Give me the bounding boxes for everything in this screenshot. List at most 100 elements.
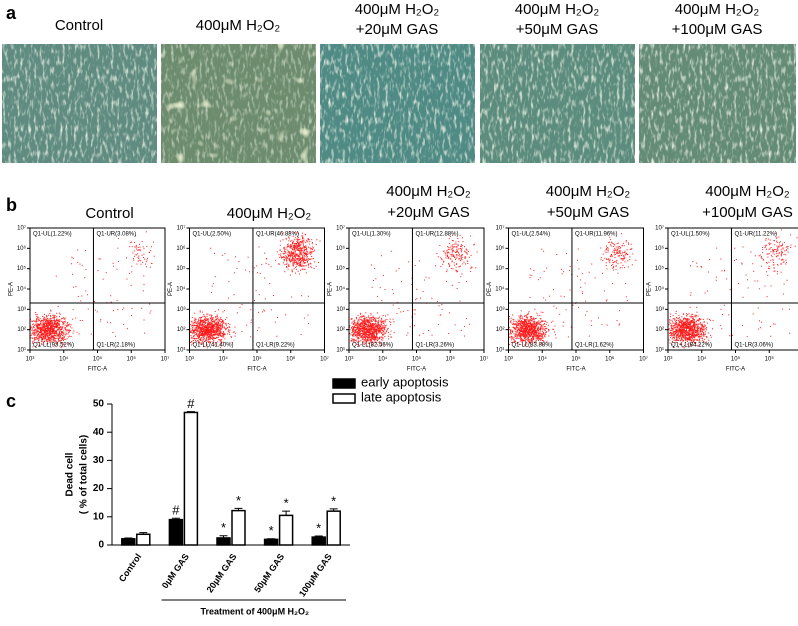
- event-dot: [277, 251, 278, 252]
- event-dot: [143, 284, 144, 285]
- event-dot: [357, 325, 358, 326]
- event-dot: [34, 338, 35, 339]
- event-dot: [374, 268, 375, 269]
- event-dot: [535, 318, 536, 319]
- event-dot: [543, 334, 544, 335]
- event-dot: [117, 300, 118, 301]
- event-dot: [290, 261, 291, 262]
- event-dot: [71, 336, 72, 337]
- event-dot: [382, 325, 383, 326]
- event-dot: [357, 334, 358, 335]
- y-axis-label: PE-A: [487, 282, 493, 296]
- event-dot: [41, 325, 42, 326]
- event-dot: [61, 318, 62, 319]
- event-dot: [32, 328, 33, 329]
- event-dot: [602, 273, 603, 274]
- event-dot: [53, 331, 54, 332]
- event-dot: [141, 308, 142, 309]
- event-dot: [308, 264, 309, 265]
- event-dot: [390, 337, 391, 338]
- event-dot: [41, 334, 42, 335]
- event-dot: [215, 330, 216, 331]
- event-dot: [522, 327, 523, 328]
- event-dot: [61, 331, 62, 332]
- event-dot: [42, 341, 43, 342]
- event-dot: [448, 247, 449, 248]
- event-dot: [531, 325, 532, 326]
- event-dot: [214, 328, 215, 329]
- event-dot: [38, 328, 39, 329]
- event-dot: [66, 326, 67, 327]
- event-dot: [207, 335, 208, 336]
- event-dot: [453, 256, 454, 257]
- event-dot: [46, 324, 47, 325]
- event-dot: [361, 317, 362, 318]
- event-dot: [41, 332, 42, 333]
- event-dot: [192, 330, 193, 331]
- event-dot: [542, 331, 543, 332]
- event-dot: [534, 336, 535, 337]
- event-dot: [53, 323, 54, 324]
- event-dot: [379, 338, 380, 339]
- plot-title: +100μM GAS: [702, 204, 793, 221]
- event-dot: [86, 269, 87, 270]
- event-dot: [33, 320, 34, 321]
- event-dot: [371, 336, 372, 337]
- event-dot: [297, 256, 298, 257]
- event-dot: [398, 308, 399, 309]
- event-dot: [380, 331, 381, 332]
- event-dot: [368, 324, 369, 325]
- event-dot: [251, 322, 252, 323]
- event-dot: [356, 340, 357, 341]
- event-dot: [215, 317, 216, 318]
- event-dot: [626, 240, 627, 241]
- event-dot: [528, 333, 529, 334]
- event-dot: [383, 323, 384, 324]
- event-dot: [42, 316, 43, 317]
- event-dot: [554, 326, 555, 327]
- event-dot: [460, 256, 461, 257]
- event-dot: [461, 250, 462, 251]
- event-dot: [522, 316, 523, 317]
- event-dot: [33, 327, 34, 328]
- event-dot: [454, 244, 455, 245]
- event-dot: [461, 258, 462, 259]
- event-dot: [542, 321, 543, 322]
- event-dot: [143, 290, 144, 291]
- event-dot: [521, 315, 522, 316]
- event-dot: [45, 319, 46, 320]
- event-dot: [238, 261, 239, 262]
- event-dot: [564, 296, 565, 297]
- event-dot: [452, 268, 453, 269]
- event-dot: [113, 310, 114, 311]
- event-dot: [208, 327, 209, 328]
- event-dot: [208, 335, 209, 336]
- event-dot: [462, 245, 463, 246]
- event-dot: [302, 269, 303, 270]
- event-dot: [524, 329, 525, 330]
- plot-title: 400μM H₂O₂: [546, 183, 631, 200]
- event-dot: [606, 249, 607, 250]
- event-dot: [391, 251, 392, 252]
- event-dot: [358, 329, 359, 330]
- event-dot: [629, 256, 630, 257]
- event-dot: [360, 324, 361, 325]
- event-dot: [414, 313, 415, 314]
- event-dot: [151, 246, 152, 247]
- event-dot: [295, 252, 296, 253]
- event-dot: [211, 315, 212, 316]
- event-dot: [521, 325, 522, 326]
- event-dot: [383, 327, 384, 328]
- event-dot: [378, 328, 379, 329]
- event-dot: [306, 240, 307, 241]
- event-dot: [449, 243, 450, 244]
- event-dot: [298, 265, 299, 266]
- event-dot: [513, 323, 514, 324]
- event-dot: [210, 322, 211, 323]
- event-dot: [615, 250, 616, 251]
- event-dot: [203, 314, 204, 315]
- event-dot: [77, 262, 78, 263]
- event-dot: [299, 245, 300, 246]
- event-dot: [46, 330, 47, 331]
- event-dot: [52, 323, 53, 324]
